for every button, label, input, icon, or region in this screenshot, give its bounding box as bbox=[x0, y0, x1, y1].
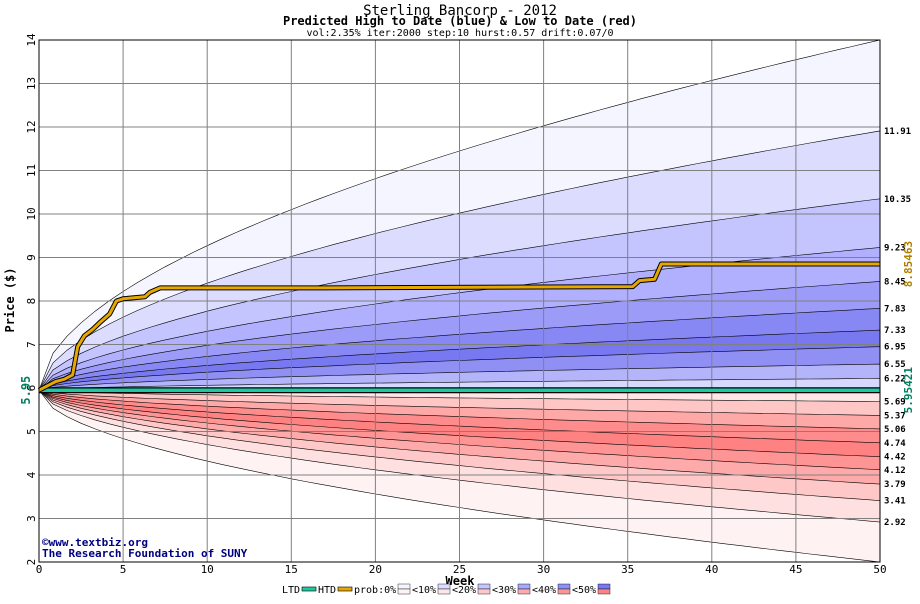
x-tick-label: 45 bbox=[789, 563, 802, 576]
x-tick-label: 25 bbox=[453, 563, 466, 576]
y-tick-label: 13 bbox=[25, 77, 38, 90]
chart-subtitle: Predicted High to Date (blue) & Low to D… bbox=[283, 14, 637, 28]
legend-label-prob: <40% bbox=[532, 585, 556, 596]
legend-swatch-high bbox=[477, 583, 491, 590]
legend-swatch-high bbox=[437, 583, 451, 590]
band-end-label: 9.23 bbox=[884, 243, 906, 253]
legend-swatch-low bbox=[477, 588, 491, 595]
ltd-end-label: 5.95421 bbox=[902, 367, 915, 414]
x-tick-label: 10 bbox=[201, 563, 214, 576]
legend-label-prob: prob:0% bbox=[354, 585, 396, 596]
y-tick-label: 2 bbox=[25, 559, 38, 566]
band-end-label: 6.55 bbox=[884, 360, 906, 370]
chart-params: vol:2.35% iter:2000 step:10 hurst:0.57 d… bbox=[306, 28, 613, 39]
x-tick-label: 50 bbox=[873, 563, 886, 576]
y-tick-label: 4 bbox=[25, 471, 38, 478]
start-price-label: 5.95 bbox=[19, 376, 33, 405]
footer-copyright: ©www.textbiz.org bbox=[42, 536, 148, 549]
band-end-label: 4.42 bbox=[884, 453, 906, 463]
band-end-label: 7.33 bbox=[884, 326, 906, 336]
x-tick-label: 30 bbox=[537, 563, 550, 576]
legend-label-prob: <50% bbox=[572, 585, 596, 596]
legend-swatch-ltd bbox=[301, 586, 317, 592]
band-end-label: 6.95 bbox=[884, 343, 906, 353]
x-tick-label: 20 bbox=[369, 563, 382, 576]
x-tick-label: 35 bbox=[621, 563, 634, 576]
y-axis-label: Price ($) bbox=[3, 267, 17, 332]
legend-swatch-low bbox=[437, 588, 451, 595]
band-end-label: 7.83 bbox=[884, 304, 906, 314]
htd-line bbox=[38, 262, 880, 392]
band-end-label: 5.06 bbox=[884, 425, 906, 435]
band-end-label: 4.74 bbox=[884, 439, 906, 449]
y-tick-label: 14 bbox=[25, 33, 38, 47]
htd-end-label: 8.85463 bbox=[902, 241, 915, 287]
y-tick-label: 12 bbox=[25, 120, 38, 133]
legend-label-ltd: LTD bbox=[282, 585, 300, 596]
band-end-label: 8.45 bbox=[884, 277, 906, 287]
x-tick-label: 5 bbox=[120, 563, 127, 576]
legend-label-prob: <20% bbox=[452, 585, 476, 596]
band-end-label: 6.22 bbox=[884, 374, 906, 384]
legend-swatch-high bbox=[557, 583, 571, 590]
legend-swatch-low bbox=[397, 588, 411, 595]
y-tick-label: 10 bbox=[25, 207, 38, 220]
band-end-label: 4.12 bbox=[884, 466, 906, 476]
legend-swatch-htd bbox=[337, 586, 353, 592]
y-tick-label: 9 bbox=[25, 254, 38, 261]
band-end-label: 5.69 bbox=[884, 397, 906, 407]
legend-swatch-high bbox=[517, 583, 531, 590]
axes: 0 5 10 15 20 25 30 35 40 45 502345678910111213145.… bbox=[19, 33, 915, 576]
band-end-label: 5.37 bbox=[884, 411, 906, 421]
legend: LTD HTD prob:0% <10% <20% <30% <40% <50% bbox=[282, 583, 611, 596]
y-tick-label: 11 bbox=[25, 164, 38, 177]
y-tick-label: 5 bbox=[25, 428, 38, 435]
band-end-label: 2.92 bbox=[884, 518, 906, 528]
band-end-label: 3.79 bbox=[884, 480, 906, 490]
y-tick-label: 7 bbox=[25, 341, 38, 348]
legend-swatch-low bbox=[517, 588, 531, 595]
legend-swatch-low bbox=[597, 588, 611, 595]
legend-swatch-low bbox=[557, 588, 571, 595]
plot-frame bbox=[38, 39, 881, 563]
x-axis-label: Week bbox=[446, 574, 476, 588]
band-end-label: 3.41 bbox=[884, 497, 906, 507]
chart-title: Sterling Bancorp - 2012 bbox=[363, 3, 557, 19]
y-tick-label: 8 bbox=[25, 298, 38, 305]
legend-label-prob: <10% bbox=[412, 585, 436, 596]
y-tick-label: 6 bbox=[25, 385, 38, 392]
y-tick-label: 3 bbox=[25, 515, 38, 522]
legend-swatch-high bbox=[397, 583, 411, 590]
x-tick-label: 15 bbox=[285, 563, 298, 576]
footer-org: The Research Foundation of SUNY bbox=[42, 547, 248, 560]
x-tick-label: 0 bbox=[36, 563, 43, 576]
legend-swatch-high bbox=[597, 583, 611, 590]
series-lines bbox=[37, 261, 880, 394]
legend-label-prob: <30% bbox=[492, 585, 516, 596]
legend-label-htd: HTD bbox=[318, 585, 336, 596]
band-end-label: 11.91 bbox=[884, 127, 911, 137]
x-tick-label: 40 bbox=[705, 563, 718, 576]
band-end-label: 10.35 bbox=[884, 195, 911, 205]
